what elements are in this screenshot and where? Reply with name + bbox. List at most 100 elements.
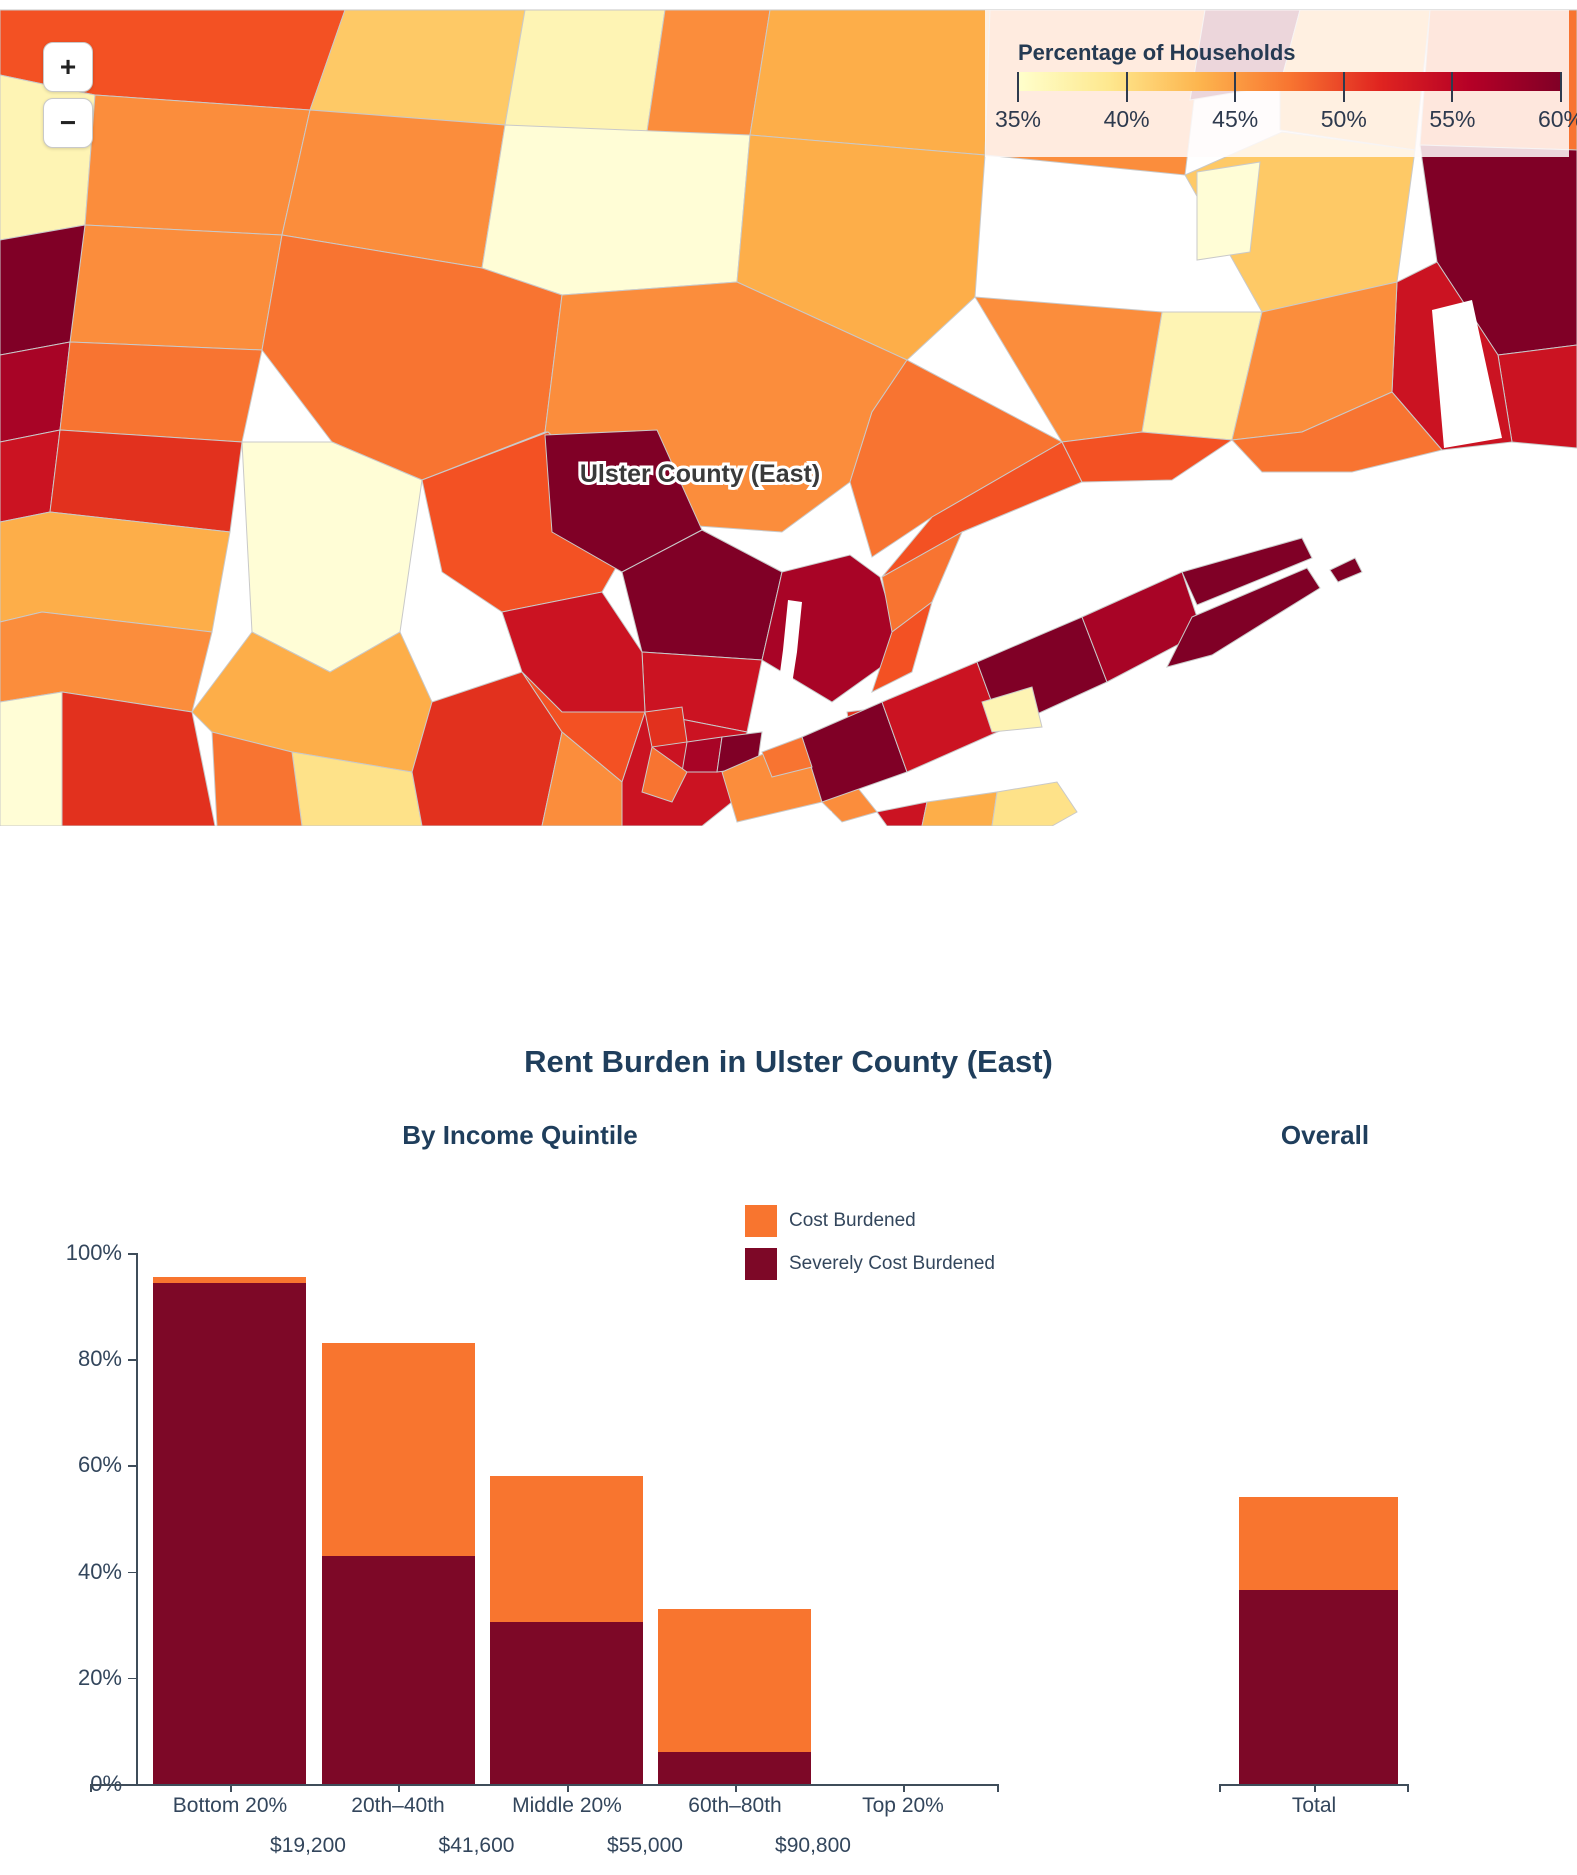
bar-severely-cost-burdened[interactable]: [658, 1752, 811, 1784]
chart-title: Rent Burden in Ulster County (East): [524, 1044, 1053, 1079]
legend-tick-label: 40%: [1103, 106, 1150, 132]
x-axis-tick: [735, 1784, 737, 1792]
legend-item-cost-burdened: Cost Burdened: [745, 1205, 916, 1237]
bar-cost-burdened[interactable]: [322, 1343, 475, 1556]
map-polygon[interactable]: [1166, 567, 1321, 668]
subtitle-by-income-quintile: By Income Quintile: [402, 1120, 638, 1150]
category-label: 20th–40th: [351, 1794, 445, 1817]
legend-tick-label: 50%: [1320, 106, 1367, 132]
bar-severely-cost-burdened[interactable]: [490, 1622, 643, 1784]
map-polygon[interactable]: [876, 801, 928, 826]
water-area: [1432, 300, 1502, 448]
y-axis-line: [136, 1253, 138, 1784]
map-polygon[interactable]: [921, 791, 998, 826]
map-zoom-controls: + −: [43, 42, 93, 148]
legend-tick: [1342, 72, 1345, 102]
y-axis-tick: [128, 1253, 137, 1255]
category-label: Middle 20%: [512, 1794, 622, 1817]
map-polygon[interactable]: [481, 124, 751, 296]
map-polygon[interactable]: [761, 736, 813, 778]
bar-cost-burdened[interactable]: [490, 1476, 643, 1623]
bar-cost-burdened[interactable]: [153, 1276, 306, 1284]
map-polygon[interactable]: [0, 341, 71, 443]
cost-burdened-swatch: [745, 1205, 777, 1237]
map-polygon[interactable]: [1329, 557, 1363, 583]
map-polygon[interactable]: [211, 731, 303, 826]
x-axis-endcap: [997, 1784, 999, 1792]
map-polygon[interactable]: [84, 94, 311, 236]
map-polygon[interactable]: [59, 341, 263, 443]
y-axis-tick-label: 0%: [90, 1771, 122, 1796]
severely-cost-burdened-swatch: [745, 1248, 777, 1280]
y-axis-tick-label: 20%: [77, 1664, 122, 1690]
legend-item-severely-cost-burdened: Severely Cost Burdened: [745, 1248, 995, 1280]
y-axis-tick-label: 40%: [77, 1558, 122, 1584]
income-boundary-label: $90,800: [775, 1834, 851, 1857]
y-axis-tick-label: 60%: [77, 1452, 122, 1478]
y-axis-tick: [128, 1359, 137, 1361]
map-polygon[interactable]: [504, 10, 666, 146]
overall-bar-severely-cost-burdened[interactable]: [1239, 1590, 1398, 1784]
map-polygon[interactable]: [69, 224, 283, 351]
map-polygon[interactable]: [761, 554, 903, 703]
y-axis-tick: [128, 1465, 137, 1467]
legend-tick: [1125, 72, 1128, 102]
income-boundary-label: $19,200: [270, 1834, 346, 1857]
choropleth-map-section: Ulster County (East) + − Percentage of H…: [0, 9, 1577, 826]
map-polygon[interactable]: [736, 134, 986, 361]
map-polygon[interactable]: [1230, 391, 1443, 473]
legend-tick: [1560, 72, 1562, 102]
bar-severely-cost-burdened[interactable]: [153, 1283, 306, 1784]
bar-severely-cost-burdened[interactable]: [322, 1555, 475, 1784]
severely-cost-burdened-label: Severely Cost Burdened: [789, 1253, 995, 1274]
x-axis-endcap: [90, 1784, 92, 1792]
overall-axis-endcap: [1407, 1784, 1409, 1792]
y-axis-tick-label: 100%: [65, 1240, 122, 1265]
map-polygon[interactable]: [881, 441, 1083, 578]
category-label: 60th–80th: [688, 1794, 782, 1817]
subtitle-overall: Overall: [1280, 1120, 1370, 1150]
income-boundary-label: $41,600: [438, 1834, 515, 1857]
map-polygon[interactable]: [981, 686, 1043, 733]
x-axis-tick: [398, 1784, 400, 1792]
y-axis-tick: [128, 1571, 137, 1574]
color-gradient-bar: [1018, 72, 1561, 91]
map-polygon[interactable]: [991, 781, 1078, 826]
legend-tick-label: 45%: [1212, 106, 1259, 132]
map-legend-title: Percentage of Households: [1018, 40, 1296, 65]
cost-burdened-label: Cost Burdened: [789, 1210, 916, 1231]
y-axis-tick: [128, 1677, 137, 1680]
income-boundary-label: $55,000: [607, 1834, 683, 1857]
map-region-label: Ulster County (East): [580, 460, 820, 488]
overall-bar-cost-burdened[interactable]: [1239, 1497, 1398, 1591]
map-polygon[interactable]: [1061, 431, 1234, 483]
x-axis-tick: [903, 1784, 905, 1792]
map-polygon[interactable]: [871, 600, 933, 693]
legend-tick: [1234, 72, 1237, 102]
rent-burden-charts: Rent Burden in Ulster County (East) By I…: [0, 826, 1577, 1875]
map-polygon[interactable]: [261, 234, 563, 481]
legend-tick-label: 60%: [1537, 106, 1577, 132]
legend-tick-label: 35%: [994, 106, 1042, 132]
x-axis-tick: [567, 1784, 569, 1792]
zoom-in-button[interactable]: +: [43, 42, 93, 92]
map-polygon[interactable]: [681, 736, 723, 773]
map-polygon[interactable]: [1181, 537, 1313, 606]
map-polygon[interactable]: [641, 746, 688, 803]
overall-axis-endcap: [1219, 1784, 1221, 1792]
zoom-out-button[interactable]: −: [43, 98, 93, 148]
legend-tick: [1017, 72, 1019, 102]
map-polygon[interactable]: [541, 731, 623, 826]
map-polygon[interactable]: [644, 706, 688, 748]
map-polygon[interactable]: [1196, 161, 1261, 261]
map-polygon[interactable]: [309, 10, 526, 126]
map-legend-panel: Percentage of Households 35% 40% 45% 50% 55%…: [985, 10, 1577, 157]
x-axis-line: [90, 1784, 998, 1786]
x-axis-tick: [230, 1784, 232, 1792]
bar-cost-burdened[interactable]: [658, 1608, 811, 1753]
legend-tick: [1451, 72, 1454, 102]
total-label: Total: [1291, 1794, 1337, 1817]
map-polygon[interactable]: [0, 691, 63, 826]
map-polygon[interactable]: [749, 10, 991, 156]
category-label: Top 20%: [862, 1794, 944, 1817]
